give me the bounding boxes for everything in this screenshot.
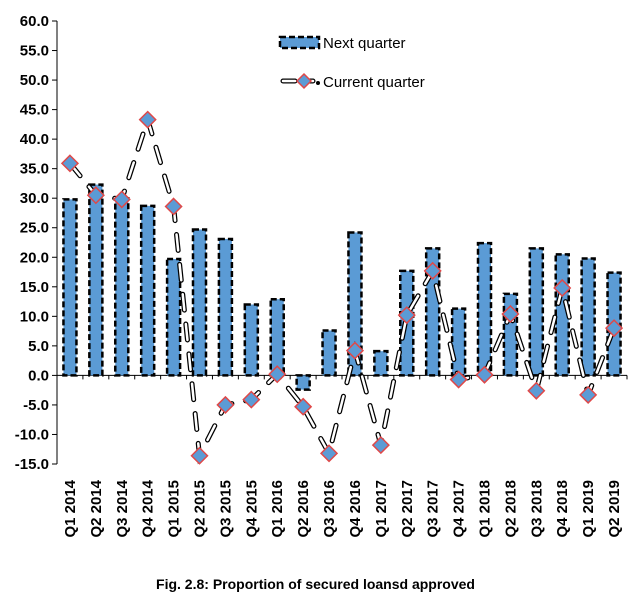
x-tick-label: Q1 2019 <box>580 480 597 538</box>
bar <box>88 183 104 377</box>
bar <box>528 247 545 377</box>
x-tick-label: Q2 2019 <box>606 480 623 538</box>
x-tick-label: Q3 2016 <box>321 480 338 538</box>
bar <box>114 196 130 377</box>
point <box>527 381 546 400</box>
point <box>319 444 339 463</box>
point <box>216 395 235 414</box>
bar <box>450 307 467 377</box>
bar <box>269 297 285 377</box>
y-tick-label: -10.0 <box>15 426 49 443</box>
y-tick-label: 35.0 <box>20 161 49 178</box>
y-tick-label: 55.0 <box>20 43 49 60</box>
y-axis: -15.0 -10.0 -5.0 0.0 5.0 10.0 15.0 20.0 25.0 30.0… <box>15 13 58 473</box>
y-tick-label: 45.0 <box>20 102 49 119</box>
bar <box>476 241 493 377</box>
y-tick-label: 30.0 <box>20 190 49 207</box>
bar <box>191 228 208 377</box>
point <box>60 154 80 173</box>
x-tick-label: Q1 2017 <box>373 480 390 538</box>
x-tick-label: Q4 2018 <box>554 480 571 538</box>
y-tick-label: 60.0 <box>20 13 49 30</box>
x-tick-label: Q2 2014 <box>88 479 105 537</box>
bar <box>373 349 389 377</box>
legend-label-current-quarter: Current quarter <box>323 74 425 91</box>
x-tick-label: Q3 2014 <box>114 479 131 537</box>
bar <box>62 198 78 377</box>
point <box>112 190 131 209</box>
y-tick-label: 5.0 <box>28 338 49 355</box>
point <box>190 446 209 465</box>
y-tick-label: -5.0 <box>23 397 49 414</box>
x-tick-label: Q2 2017 <box>399 480 416 538</box>
legend-marker-current-quarter <box>295 72 313 90</box>
x-tick-label: Q1 2018 <box>477 480 494 538</box>
x-tick-label: Q2 2015 <box>192 480 209 538</box>
figure-caption: Fig. 2.8: Proportion of secured loansd a… <box>156 576 475 592</box>
y-tick-label: -15.0 <box>15 456 49 473</box>
bar <box>347 231 363 377</box>
x-tick-label: Q3 2015 <box>217 480 234 538</box>
point <box>86 186 105 205</box>
x-tick-label: Q4 2015 <box>243 480 260 538</box>
bar <box>321 329 337 377</box>
y-tick-label: 40.0 <box>20 131 49 148</box>
point <box>475 365 494 384</box>
line-current-quarter <box>67 111 617 465</box>
point <box>553 278 572 298</box>
y-tick-label: 20.0 <box>20 249 49 266</box>
y-tick-label: 25.0 <box>20 220 49 237</box>
y-tick-label: 0.0 <box>28 367 49 384</box>
bar <box>217 237 234 377</box>
x-tick-label: Q4 2017 <box>451 480 468 538</box>
point <box>138 110 157 129</box>
bars-next-quarter <box>62 183 622 391</box>
bar <box>243 303 260 377</box>
point <box>604 319 624 338</box>
x-tick-label: Q2 2016 <box>295 480 312 538</box>
series-line <box>68 115 616 461</box>
point <box>397 306 416 325</box>
point <box>268 365 287 384</box>
x-tick-label: Q1 2015 <box>166 480 183 538</box>
x-tick-label: Q4 2014 <box>140 479 157 537</box>
point <box>164 197 183 216</box>
x-tick-label: Q2 2018 <box>502 480 519 538</box>
x-tick-label: Q4 2016 <box>347 480 364 538</box>
bar <box>580 257 596 377</box>
point <box>579 385 598 404</box>
x-tick-label: Q1 2016 <box>269 480 286 538</box>
y-tick-label: 10.0 <box>20 308 49 325</box>
y-tick-label: 15.0 <box>20 279 49 296</box>
x-tick-label: Q1 2014 <box>62 479 79 537</box>
point <box>449 370 468 389</box>
legend-label-next-quarter: Next quarter <box>323 35 406 52</box>
bar <box>165 257 182 377</box>
bar <box>139 204 156 377</box>
point <box>423 261 442 280</box>
point <box>501 304 520 324</box>
point <box>371 436 390 455</box>
point <box>345 341 365 360</box>
legend: Next quarter Current quarter <box>278 35 425 91</box>
legend-swatch-next-quarter <box>278 35 321 50</box>
markers-current-quarter <box>60 110 624 465</box>
x-axis: Q1 2014 Q2 2014 Q3 2014 Q4 2014 Q1 2015 Q2 20… <box>56 374 628 538</box>
x-tick-label: Q3 2017 <box>425 480 442 538</box>
x-tick-label: Q3 2018 <box>528 480 545 538</box>
y-tick-label: 50.0 <box>20 72 49 89</box>
point <box>242 390 261 409</box>
bar <box>295 374 311 391</box>
legend-item-current-quarter: Current quarter <box>280 72 425 91</box>
point <box>294 397 313 416</box>
legend-item-next-quarter: Next quarter <box>278 35 406 52</box>
